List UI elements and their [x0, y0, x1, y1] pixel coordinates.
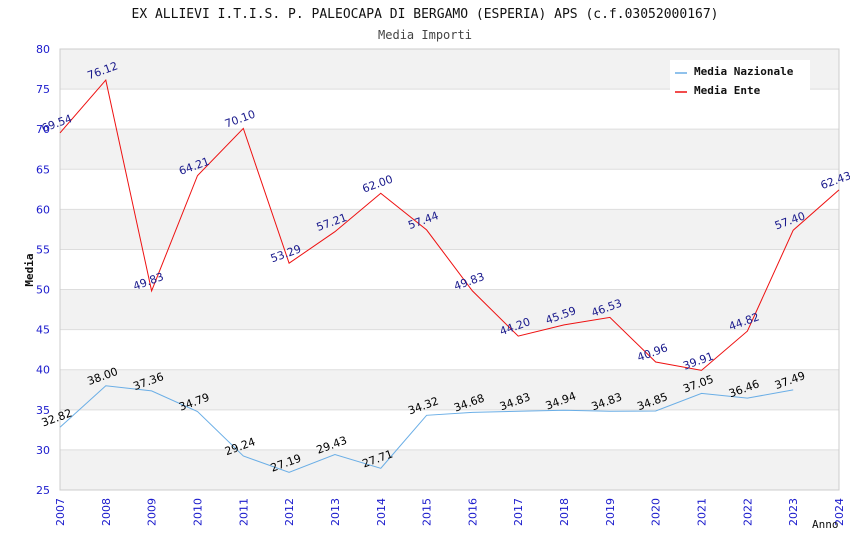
x-tick-label: 2022	[741, 498, 754, 526]
chart-title: EX ALLIEVI I.T.I.S. P. PALEOCAPA DI BERG…	[132, 7, 719, 22]
band	[60, 449, 839, 490]
x-tick-label: 2016	[466, 498, 479, 526]
y-tick-label: 45	[36, 324, 50, 337]
band	[60, 289, 839, 330]
y-tick-label: 50	[36, 284, 50, 297]
series-line-nazionale	[59, 385, 794, 473]
data-label: 62.00	[361, 173, 395, 196]
x-tick-label: 2007	[54, 498, 67, 526]
x-tick-labels: 2007 2008 2009 2010 2011 2012 2013 2014 2015 2016…	[54, 498, 846, 526]
plot-bands	[60, 49, 839, 490]
x-tick-label: 2023	[787, 498, 800, 526]
series-lines	[59, 79, 840, 473]
y-tick-label: 35	[36, 404, 50, 417]
x-tick-label: 2012	[283, 498, 296, 526]
x-axis-label: Anno	[812, 518, 839, 531]
legend-label-nazionale: Media Nazionale	[694, 65, 794, 78]
series-line-ente	[59, 79, 840, 371]
legend: Media Nazionale Media Ente	[670, 60, 810, 100]
legend-label-ente: Media Ente	[694, 84, 761, 97]
y-axis-label: Media	[23, 253, 36, 286]
x-tick-label: 2018	[558, 498, 571, 526]
y-tick-label: 55	[36, 243, 50, 256]
x-tick-label: 2010	[191, 498, 204, 526]
chart-subtitle: Media Importi	[378, 28, 472, 42]
y-tick-label: 30	[36, 444, 50, 457]
x-tick-label: 2013	[329, 498, 342, 526]
y-tick-label: 60	[36, 203, 50, 216]
band	[60, 129, 839, 170]
legend-box	[670, 60, 810, 100]
x-tick-label: 2014	[375, 498, 388, 526]
data-label: 39.91	[681, 350, 715, 373]
plot-frame	[59, 48, 840, 491]
x-tick-label: 2021	[696, 498, 709, 526]
x-tick-label: 2009	[146, 498, 159, 526]
x-tick-label: 2011	[237, 498, 250, 526]
y-tick-label: 70	[36, 123, 50, 136]
y-tick-label: 65	[36, 163, 50, 176]
x-tick-label: 2008	[100, 498, 113, 526]
y-tick-labels: 25 30 35 40 45 50 55 60 65 70 75 80	[36, 43, 50, 497]
x-tick-label: 2024	[833, 498, 846, 526]
data-label: 40.96	[635, 341, 669, 364]
x-tick-label: 2020	[650, 498, 663, 526]
band	[60, 209, 839, 250]
x-tick-label: 2019	[604, 498, 617, 526]
x-tick-label: 2017	[512, 498, 525, 526]
y-tick-label: 75	[36, 83, 50, 96]
gridlines	[60, 48, 839, 491]
x-tick-label: 2015	[421, 498, 434, 526]
band	[60, 369, 839, 410]
data-label: 70.10	[223, 108, 257, 131]
y-tick-label: 25	[36, 484, 50, 497]
y-tick-label: 40	[36, 364, 50, 377]
data-label: 62.43	[819, 169, 850, 192]
y-tick-label: 80	[36, 43, 50, 56]
